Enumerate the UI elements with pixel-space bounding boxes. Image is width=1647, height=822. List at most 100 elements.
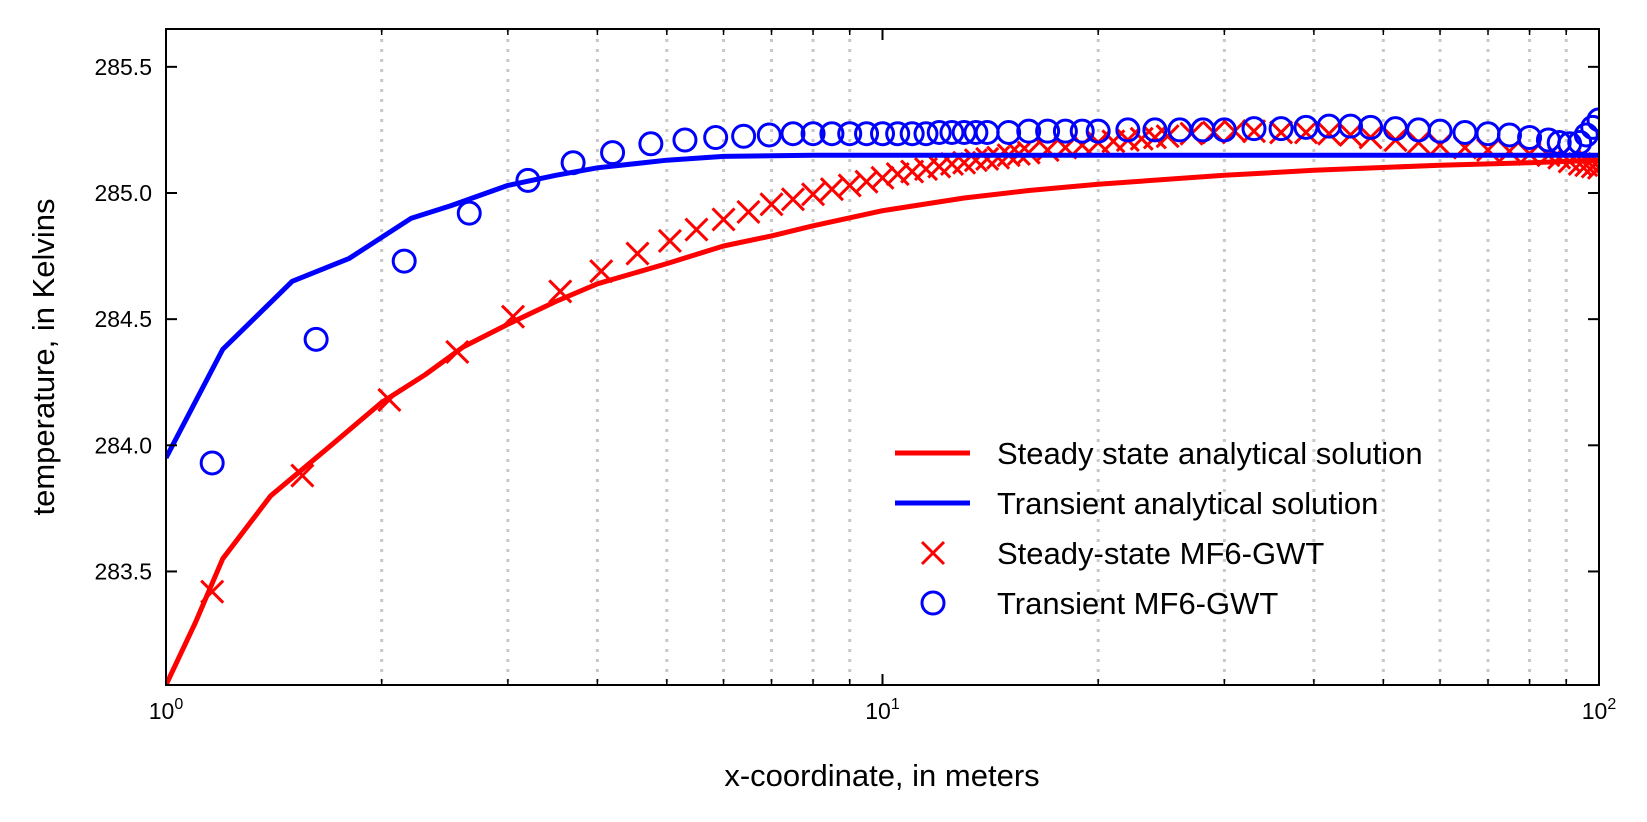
point-transient-mf6-gwt <box>913 121 939 147</box>
point-steady-state-mf6-gwt <box>657 228 682 253</box>
point-transient-mf6-gwt <box>1016 118 1042 144</box>
x-marker-stroke <box>885 162 910 187</box>
point-transient-mf6-gwt <box>638 131 664 157</box>
point-transient-mf6-gwt <box>1580 114 1599 140</box>
point-transient-mf6-gwt <box>391 248 417 274</box>
point-steady-state-mf6-gwt <box>1269 120 1294 145</box>
point-transient-mf6-gwt <box>1052 118 1078 144</box>
point-steady-state-mf6-gwt <box>1316 121 1342 146</box>
point-transient-mf6-gwt <box>1241 116 1267 142</box>
point-transient-mf6-gwt <box>756 122 782 148</box>
point-transient-mf6-gwt <box>1496 122 1522 148</box>
legend-label: Steady-state MF6-GWT <box>997 536 1324 571</box>
point-transient-mf6-gwt <box>1586 107 1599 133</box>
legend-item-steady-state-mf6-gwt: Steady-state MF6-GWT <box>920 536 1324 571</box>
point-steady-state-mf6-gwt <box>1406 130 1431 155</box>
point-transient-mf6-gwt <box>1069 118 1095 144</box>
x-marker-stroke <box>711 207 736 232</box>
point-transient-mf6-gwt <box>456 200 482 226</box>
point-steady-state-mf6-gwt <box>625 241 650 266</box>
point-steady-state-mf6-gwt <box>711 207 736 232</box>
y-tick-label: 284.0 <box>94 432 152 458</box>
point-steady-state-mf6-gwt <box>759 192 784 217</box>
x-marker-stroke <box>1269 120 1294 145</box>
point-transient-mf6-gwt <box>199 450 225 476</box>
point-transient-mf6-gwt <box>1035 118 1061 144</box>
point-steady-state-mf6-gwt <box>736 199 761 224</box>
point-transient-mf6-gwt <box>1085 118 1111 144</box>
x-marker-stroke <box>920 540 946 566</box>
point-transient-mf6-gwt <box>1573 122 1599 148</box>
x-marker-stroke <box>1586 165 1599 180</box>
point-transient-mf6-gwt <box>672 127 698 153</box>
point-steady-state-mf6-gwt <box>1155 124 1180 149</box>
legend: Steady state analytical solution Transien… <box>895 436 1423 621</box>
x-tick-label: 100 <box>149 696 184 724</box>
x-marker-stroke <box>1316 121 1342 146</box>
point-transient-mf6-gwt <box>885 121 911 147</box>
point-steady-state-mf6-gwt <box>975 146 1000 171</box>
x-marker-stroke <box>736 199 761 224</box>
point-steady-state-mf6-gwt <box>801 182 826 207</box>
point-transient-mf6-gwt <box>870 121 895 147</box>
point-transient-mf6-gwt <box>1142 117 1168 143</box>
y-tick-label: 285.0 <box>94 180 152 206</box>
point-transient-mf6-gwt <box>731 123 757 149</box>
x-marker-stroke <box>290 463 315 488</box>
point-steady-state-mf6-gwt <box>684 217 709 242</box>
point-transient-mf6-gwt <box>1517 124 1543 150</box>
x-marker-stroke <box>759 192 784 217</box>
point-steady-state-mf6-gwt <box>870 165 895 190</box>
point-transient-mf6-gwt <box>703 124 729 150</box>
x-marker-stroke <box>684 217 709 242</box>
x-tick-label: 101 <box>865 696 900 724</box>
x-marker-stroke <box>1155 124 1180 149</box>
legend-item-transient-mf6-gwt: Transient MF6-GWT <box>920 586 1278 621</box>
legend-item-steady-state-analytical-solution: Steady state analytical solution <box>895 436 1423 471</box>
point-steady-state-mf6-gwt <box>854 169 879 194</box>
legend-label: Steady state analytical solution <box>997 436 1423 471</box>
point-transient-mf6-gwt <box>926 119 952 145</box>
x-marker-stroke <box>870 165 895 190</box>
series-line-steady-state-analytical-solution <box>166 157 1599 685</box>
point-transient-mf6-gwt <box>1358 114 1384 140</box>
y-tick-label: 285.5 <box>94 54 152 80</box>
legend-label: Transient analytical solution <box>997 486 1378 521</box>
point-steady-state-mf6-gwt <box>290 463 315 488</box>
legend-swatch <box>920 540 946 566</box>
x-marker-stroke <box>1580 158 1599 179</box>
x-marker-stroke <box>819 177 844 202</box>
point-transient-mf6-gwt <box>303 326 329 352</box>
series-layer <box>166 107 1599 685</box>
x-marker-stroke <box>548 279 573 304</box>
point-steady-state-mf6-gwt <box>1338 122 1363 148</box>
y-axis-title: temperature, in Kelvins <box>26 198 61 515</box>
point-transient-mf6-gwt <box>819 121 845 147</box>
x-marker-stroke <box>625 241 650 266</box>
point-transient-mf6-gwt <box>963 119 989 145</box>
x-tick-label: 102 <box>1582 696 1617 724</box>
x-marker-stroke <box>837 173 862 198</box>
point-transient-mf6-gwt <box>1211 117 1237 143</box>
legend-label: Transient MF6-GWT <box>997 586 1278 621</box>
point-transient-mf6-gwt <box>837 121 863 147</box>
point-transient-mf6-gwt <box>939 119 965 145</box>
legend-swatch <box>920 590 946 616</box>
x-marker-stroke <box>657 228 682 253</box>
point-steady-state-mf6-gwt <box>780 187 806 212</box>
legend-item-transient-analytical-solution: Transient analytical solution <box>895 486 1378 521</box>
x-marker-stroke <box>975 146 1000 171</box>
point-transient-mf6-gwt <box>996 119 1022 145</box>
x-marker-stroke <box>854 169 879 194</box>
point-transient-mf6-gwt <box>780 121 806 147</box>
x-marker-stroke <box>1406 130 1431 155</box>
series-line-transient-analytical-solution <box>166 152 1599 460</box>
point-transient-mf6-gwt <box>899 121 925 147</box>
x-marker-stroke <box>1293 120 1319 145</box>
point-steady-state-mf6-gwt <box>1293 120 1319 145</box>
x-marker-stroke <box>589 259 614 284</box>
x-axis-title: x-coordinate, in meters <box>724 758 1039 793</box>
tick-layer: 100 101 102 283.5 284.0 284.5 285.0 285.5 <box>94 29 1616 724</box>
x-marker-stroke <box>1338 122 1363 148</box>
